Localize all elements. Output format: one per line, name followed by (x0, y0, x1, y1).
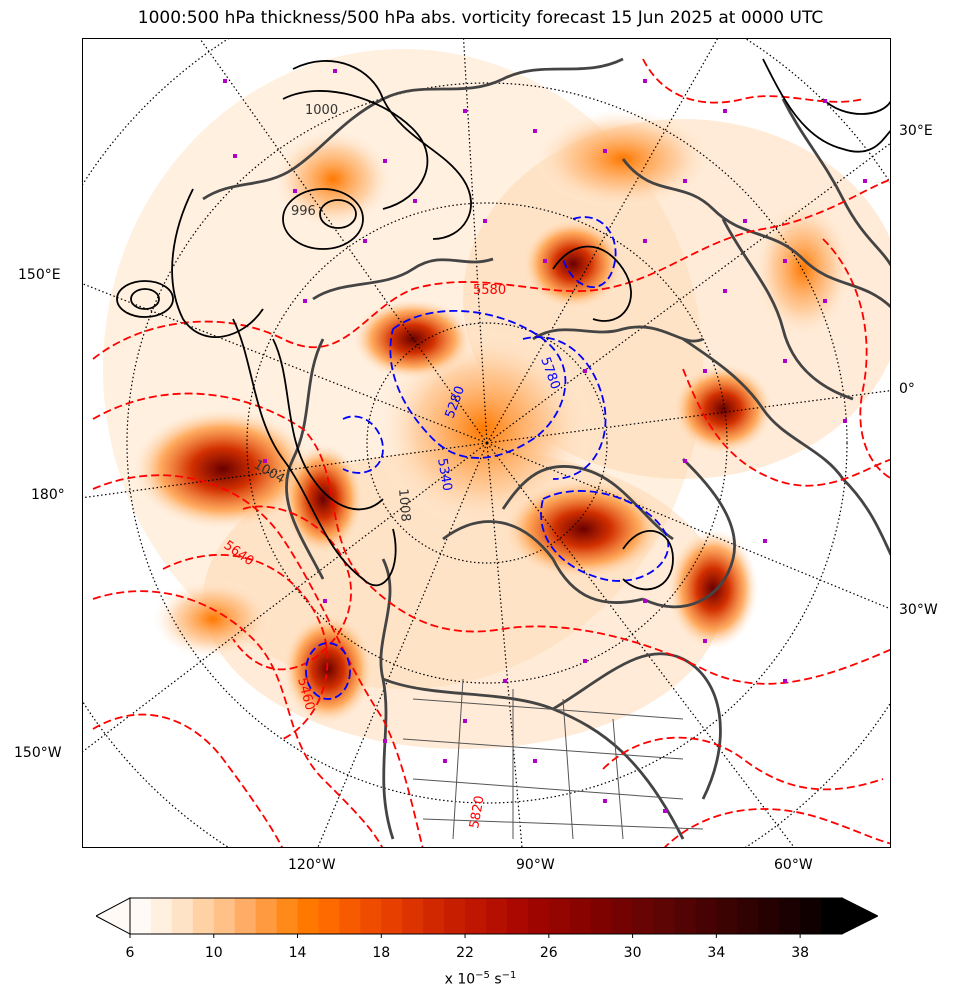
colorbar-cell (255, 898, 278, 934)
colorbar-cell (590, 898, 613, 934)
colorbar-cell (297, 898, 319, 934)
colorbar-cell (548, 898, 571, 934)
contour-label: 5820 (467, 794, 488, 829)
colorbar-cell (569, 898, 592, 934)
colorbar-label-unit-exponent: −1 (501, 970, 517, 981)
lon-label-left: 150°W (14, 745, 62, 761)
colorbar-cell (716, 898, 738, 934)
colorbar-tick-label: 18 (372, 945, 391, 961)
lon-label-bottom: 120°W (288, 857, 336, 873)
colorbar-cell (276, 898, 299, 934)
lon-label-left: 150°E (18, 267, 61, 283)
contour-label: 5580 (473, 283, 506, 298)
colorbar-cell (737, 898, 759, 934)
colorbar-cell (758, 898, 780, 934)
colorbar-cell (192, 898, 215, 934)
colorbar-tick-label: 6 (125, 945, 135, 961)
colorbar-label-unit: s (494, 971, 502, 988)
thickness-contours-blue (305, 216, 670, 700)
colorbar-cell (632, 898, 655, 934)
colorbar-cell (800, 898, 822, 934)
thickness-contours-red (92, 58, 890, 847)
colorbar-cell (821, 898, 843, 934)
coastlines (202, 57, 890, 840)
colorbar-cell (444, 898, 466, 934)
lon-label-right: 30°W (899, 602, 938, 618)
colorbar-cell (527, 898, 550, 934)
colorbar-cell (402, 898, 424, 934)
colorbar-cell (465, 898, 487, 934)
colorbar-tick-marks (129, 934, 801, 938)
colorbar-cell (653, 898, 675, 934)
colorbar-cell (150, 898, 173, 934)
colorbar-cell (318, 898, 340, 934)
colorbar-cells (130, 898, 843, 934)
contour-label: 1000 (305, 103, 338, 118)
station-markers (223, 69, 867, 813)
colorbar-tick-label: 34 (707, 945, 726, 961)
colorbar-extend-low (96, 897, 131, 935)
state-borders (402, 678, 704, 840)
vorticity-shading (103, 49, 890, 749)
colorbar-tick-label: 26 (539, 945, 558, 961)
colorbar-outline (129, 897, 843, 935)
colorbar-cell (423, 898, 445, 934)
colorbar-cell (234, 898, 257, 934)
contour-label: 5340 (434, 457, 455, 492)
contour-label: 996 (291, 204, 316, 219)
colorbar-cell (213, 898, 236, 934)
colorbar-cell (171, 898, 194, 934)
colorbar-cell (486, 898, 508, 934)
colorbar-tick-label: 38 (791, 945, 810, 961)
colorbar-cell (506, 898, 529, 934)
colorbar-extend-high (841, 897, 878, 935)
colorbar-label: x 10−5 s−1 (0, 970, 961, 988)
pressure-contours (116, 58, 890, 591)
colorbar-tick-label: 22 (456, 945, 474, 961)
map-panel[interactable]: 5280 5340 5580 5640 5780 5820 5460 1000 … (82, 38, 891, 848)
lon-label-bottom: 60°W (774, 857, 813, 873)
map-canvas: 5280 5340 5580 5640 5780 5820 5460 1000 … (83, 39, 890, 847)
contour-label: 1008 (395, 488, 413, 522)
lon-label-left: 180° (31, 487, 65, 503)
colorbar-tick-label: 14 (288, 945, 307, 961)
lon-label-right: 30°E (899, 123, 933, 139)
colorbar-cell (695, 898, 717, 934)
colorbar-tick-label: 10 (204, 945, 223, 961)
colorbar-label-exponent: −5 (475, 970, 490, 981)
lon-label-right: 0° (899, 381, 915, 397)
colorbar-label-text: x 10 (444, 971, 476, 988)
map-title: 1000:500 hPa thickness/500 hPa abs. vort… (137, 8, 824, 28)
colorbar-cell (674, 898, 696, 934)
colorbar-cell (130, 898, 152, 934)
graticule (83, 39, 890, 847)
colorbar (96, 897, 878, 938)
lon-label-bottom: 90°W (516, 857, 555, 873)
colorbar-tick-label: 30 (623, 945, 642, 961)
colorbar-cell (611, 898, 634, 934)
colorbar-cell (339, 898, 361, 934)
colorbar-cell (779, 898, 801, 934)
colorbar-cell (381, 898, 403, 934)
colorbar-cell (360, 898, 382, 934)
